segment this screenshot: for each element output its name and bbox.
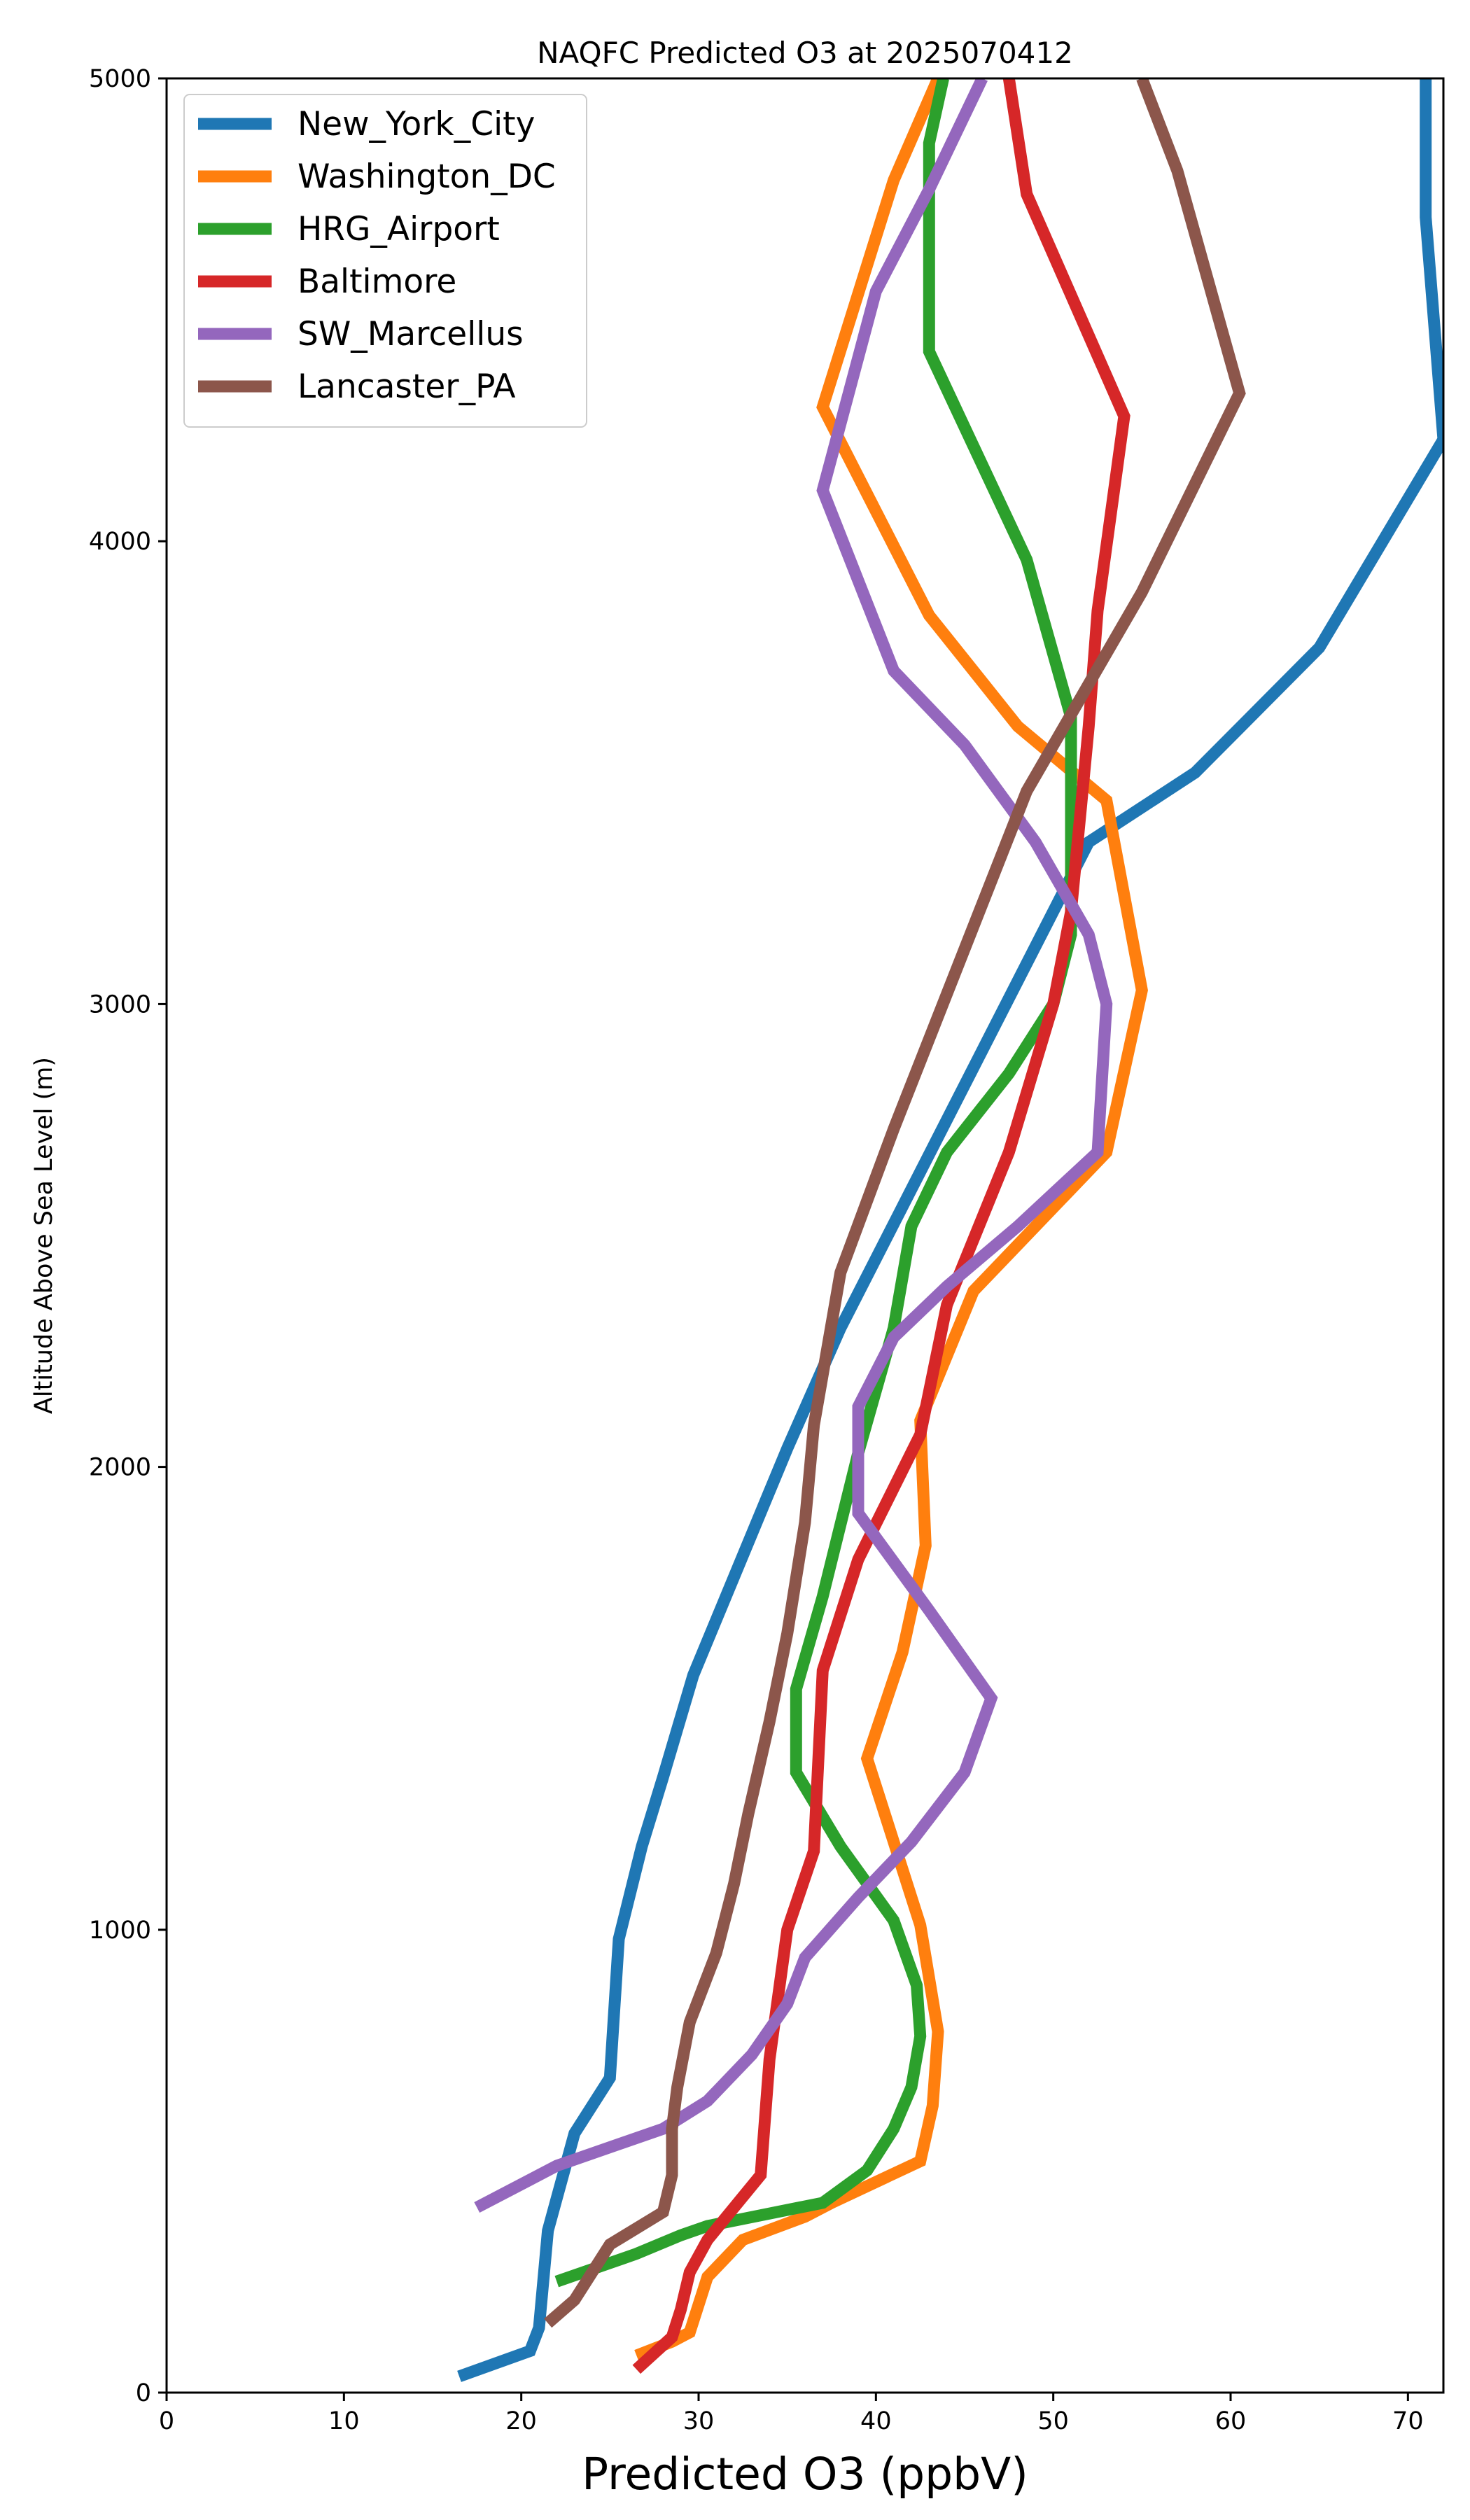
series-line-hrg-airport xyxy=(554,78,1077,2288)
y-tick-label: 5000 xyxy=(89,65,151,93)
y-tick-label: 4000 xyxy=(89,528,151,556)
x-tick-label: 40 xyxy=(860,2407,892,2435)
series-line-lancaster-pa xyxy=(544,78,1246,2328)
legend: New_York_City Washington_DC HRG_Airport Bal… xyxy=(183,94,587,428)
legend-label: Washington_DC xyxy=(298,158,556,196)
x-tick-label: 70 xyxy=(1392,2407,1424,2435)
y-tick-label: 0 xyxy=(136,2379,151,2407)
y-tick-label: 1000 xyxy=(89,1917,151,1945)
x-tick-label: 20 xyxy=(505,2407,537,2435)
chart-title: NAQFC Predicted O3 at 2025070412 xyxy=(537,36,1073,70)
y-tick-label: 3000 xyxy=(89,990,151,1018)
legend-label: SW_Marcellus xyxy=(298,315,524,354)
x-tick-label: 0 xyxy=(159,2407,174,2435)
series-line-washington-dc xyxy=(634,78,1148,2362)
x-axis-label: Predicted O3 (ppbV) xyxy=(582,2449,1028,2500)
x-axis: 0 10 20 30 40 50 60 70 xyxy=(159,2393,1424,2435)
series-lines xyxy=(457,78,1443,2382)
x-tick-label: 50 xyxy=(1037,2407,1069,2435)
axes-frame xyxy=(165,77,1445,2394)
legend-label: Baltimore xyxy=(298,262,456,301)
legend-label: HRG_Airport xyxy=(298,210,500,248)
y-axis: 0 1000 2000 3000 4000 5000 xyxy=(89,65,167,2407)
x-tick-label: 10 xyxy=(328,2407,360,2435)
series-line-new-york-city xyxy=(457,78,1443,2382)
legend-label: New_York_City xyxy=(298,105,535,144)
series-line-baltimore xyxy=(632,78,1130,2374)
series-line-sw-marcellus xyxy=(474,78,1113,2213)
legend-box xyxy=(183,94,587,428)
y-tick-label: 2000 xyxy=(89,1454,151,1482)
x-tick-label: 30 xyxy=(683,2407,715,2435)
x-tick-label: 60 xyxy=(1215,2407,1247,2435)
y-axis-label: Altitude Above Sea Level (m) xyxy=(30,1057,58,1414)
legend-label: Lancaster_PA xyxy=(298,368,516,406)
